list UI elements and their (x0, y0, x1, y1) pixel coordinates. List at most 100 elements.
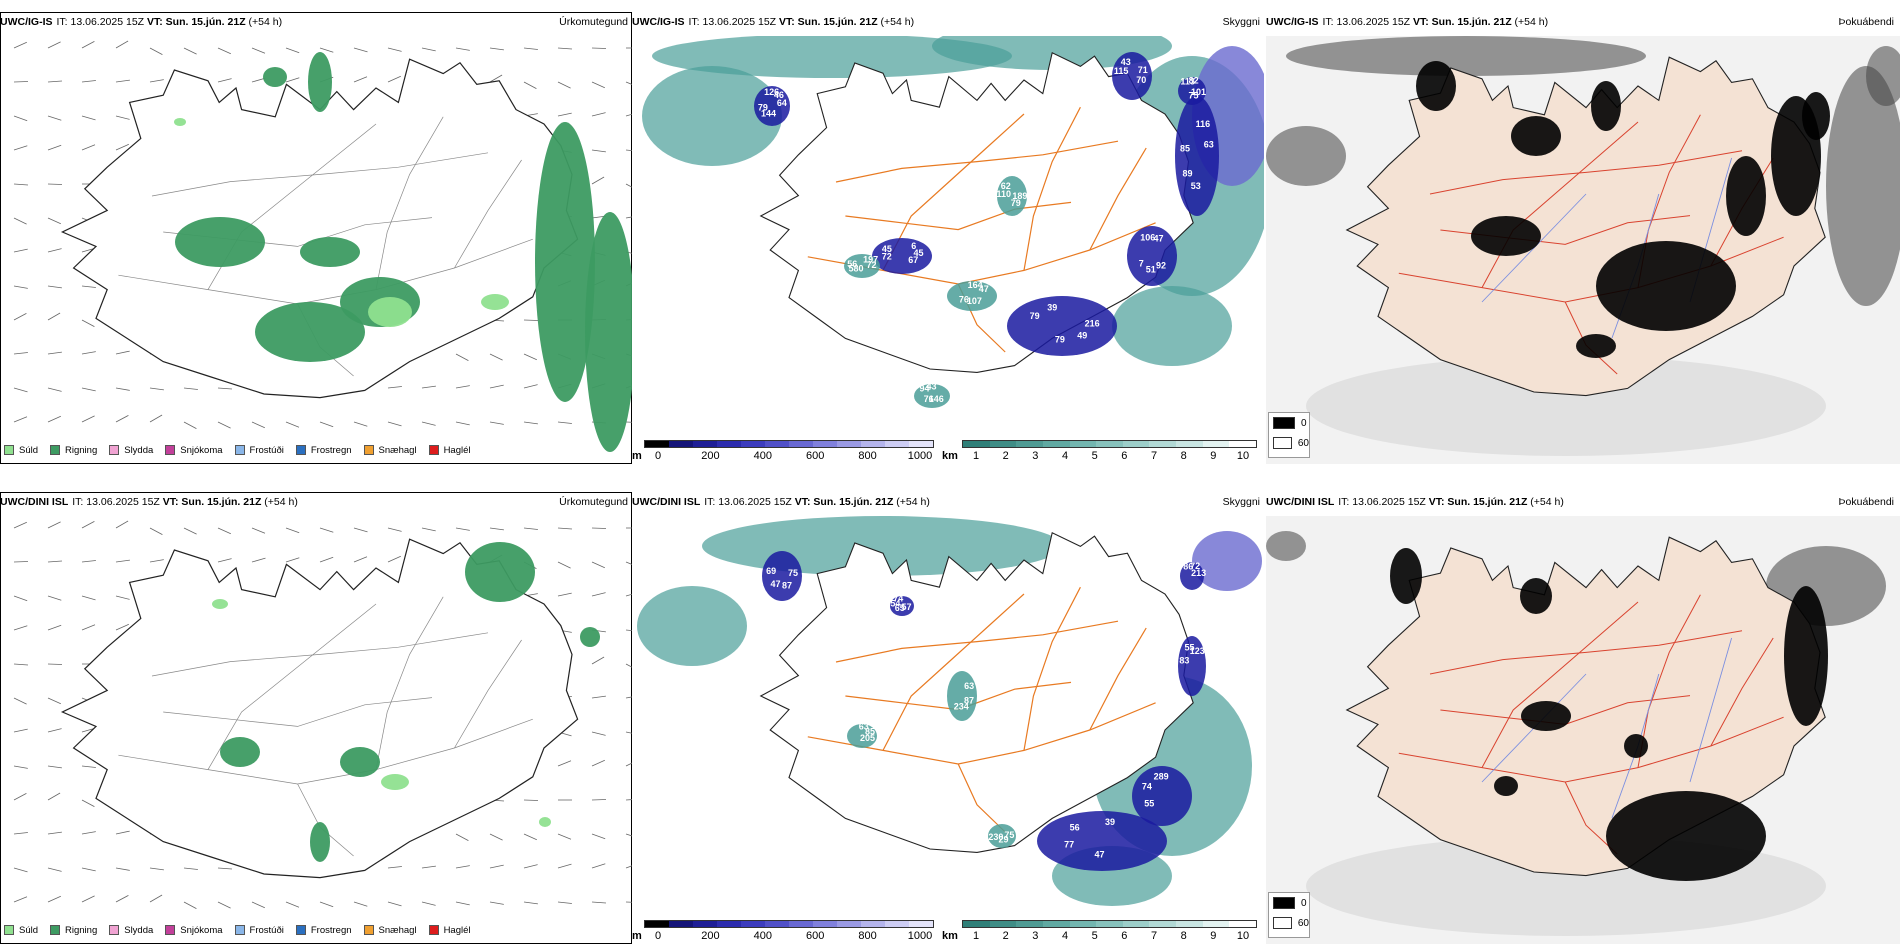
legend-swatch (109, 925, 120, 935)
wind-barb (47, 867, 62, 872)
vt-value: Sun. 15.jún. 21Z (181, 496, 262, 508)
wind-barb (625, 593, 632, 597)
fog-legend: 0 60 (1268, 412, 1310, 458)
legend-swatch (1273, 917, 1292, 929)
colorbar-tick: 3 (1032, 930, 1039, 942)
colorbar-tick: 800 (858, 930, 877, 942)
wind-barb (47, 80, 63, 83)
sea-visibility (652, 36, 1012, 78)
road (118, 238, 533, 305)
rain-patch (255, 302, 365, 362)
cloud-base-value: 115 (1114, 66, 1129, 76)
wind-barb (115, 40, 129, 49)
colorbar-tick: 1000 (907, 930, 933, 942)
wind-barb (557, 561, 571, 569)
visibility-patch (947, 281, 997, 311)
colorbar-segment (837, 921, 861, 927)
fog-index-map (1266, 36, 1900, 464)
wind-barb (183, 901, 197, 909)
wind-barb (387, 555, 401, 563)
cloud-base-value: 144 (761, 108, 776, 118)
lead-time: (+54 h) (896, 496, 930, 508)
fog-patch (1521, 701, 1571, 731)
wind-barb (81, 521, 95, 529)
cloud-base-value: 69 (766, 566, 776, 576)
road (1429, 630, 1743, 675)
panel-header: UWC/DINI ISL IT: 13.06.2025 15Z VT: Sun. … (1266, 492, 1900, 512)
river (1689, 637, 1733, 783)
colorbar-segment (645, 441, 669, 447)
cloud-base-colorbar: m 0 200 400 600 800 1000 (632, 916, 937, 944)
wind-barb (523, 864, 538, 869)
wind-barb (523, 421, 538, 425)
colorbar-segment (693, 921, 717, 927)
wind-barb (13, 697, 27, 705)
wind-barb (591, 656, 605, 665)
cloud-base-value: 45 (882, 244, 892, 254)
wind-barb (489, 833, 503, 841)
cloud-base-value: 107 (967, 296, 982, 306)
wind-barb (13, 896, 28, 903)
road (1089, 627, 1147, 731)
wind-barb (47, 697, 61, 705)
model-name: UWC/DINI ISL (1266, 496, 1335, 508)
wind-barb (591, 901, 607, 904)
wind-barb (115, 830, 130, 835)
fog-legend: 0 60 (1268, 892, 1310, 938)
colorbar-segment (1149, 441, 1177, 447)
colorbar-segment (909, 441, 933, 447)
road (835, 620, 1119, 663)
low-cloud-patch (1007, 296, 1117, 356)
cloud-base-value: 47 (770, 579, 780, 589)
wind-barb (47, 41, 61, 49)
cloud-base-value: 106 (1140, 232, 1155, 242)
cloud-base-value: 47 (979, 284, 989, 294)
drizzle-patch (381, 774, 409, 790)
wind-barb (13, 561, 29, 563)
cloud-base-value: 49 (1077, 330, 1087, 340)
precip-type-map (13, 520, 632, 909)
wind-barb (489, 421, 504, 425)
precip-type-map (13, 40, 632, 452)
wind-barb (13, 81, 29, 83)
cloud-base-value: 123 (1190, 646, 1205, 656)
wind-barb (523, 319, 539, 321)
legend-swatch (50, 925, 61, 935)
low-cloud-patch (872, 238, 932, 274)
wind-barb (625, 799, 632, 801)
wind-barb (591, 863, 606, 869)
colorbar-tick: 800 (858, 450, 877, 462)
rain-patch (220, 737, 260, 767)
precip-legend-item: Snjókoma (165, 445, 223, 456)
wind-barb (591, 731, 606, 736)
colorbar-segment (861, 441, 885, 447)
cloud-base-value: 71 (1138, 65, 1148, 75)
cloud-base-value: 75 (1188, 91, 1198, 101)
precip-legend-item: Frostúði (234, 445, 284, 456)
rain-patch (310, 822, 330, 862)
wind-barb (217, 901, 231, 909)
colorbar-segment (693, 441, 717, 447)
wind-barb (81, 80, 96, 83)
colorbar-segment (1122, 921, 1150, 927)
wind-barb (217, 47, 231, 55)
wind-barb (13, 521, 27, 529)
legend-label: Haglél (443, 924, 471, 936)
visibility-patch (997, 176, 1027, 216)
fog-patch (1576, 334, 1616, 358)
colorbar-tick: 4 (1061, 450, 1069, 462)
wind-barb (319, 556, 334, 563)
colorbar-strip (644, 920, 934, 928)
wind-barb (81, 415, 95, 423)
rain-patch (465, 542, 535, 602)
colorbar-segment (1229, 921, 1257, 927)
wind-barb (591, 149, 606, 153)
cloud-base-value: 146 (929, 394, 944, 404)
colorbar-tick: 8 (1180, 450, 1187, 462)
wind-barb (47, 415, 61, 423)
sea-visibility (642, 66, 782, 166)
wind-barb (557, 527, 573, 530)
coastline (759, 52, 1194, 373)
model-name: UWC/IG-IS (632, 16, 685, 28)
precip-legend-item: Slydda (109, 445, 153, 456)
